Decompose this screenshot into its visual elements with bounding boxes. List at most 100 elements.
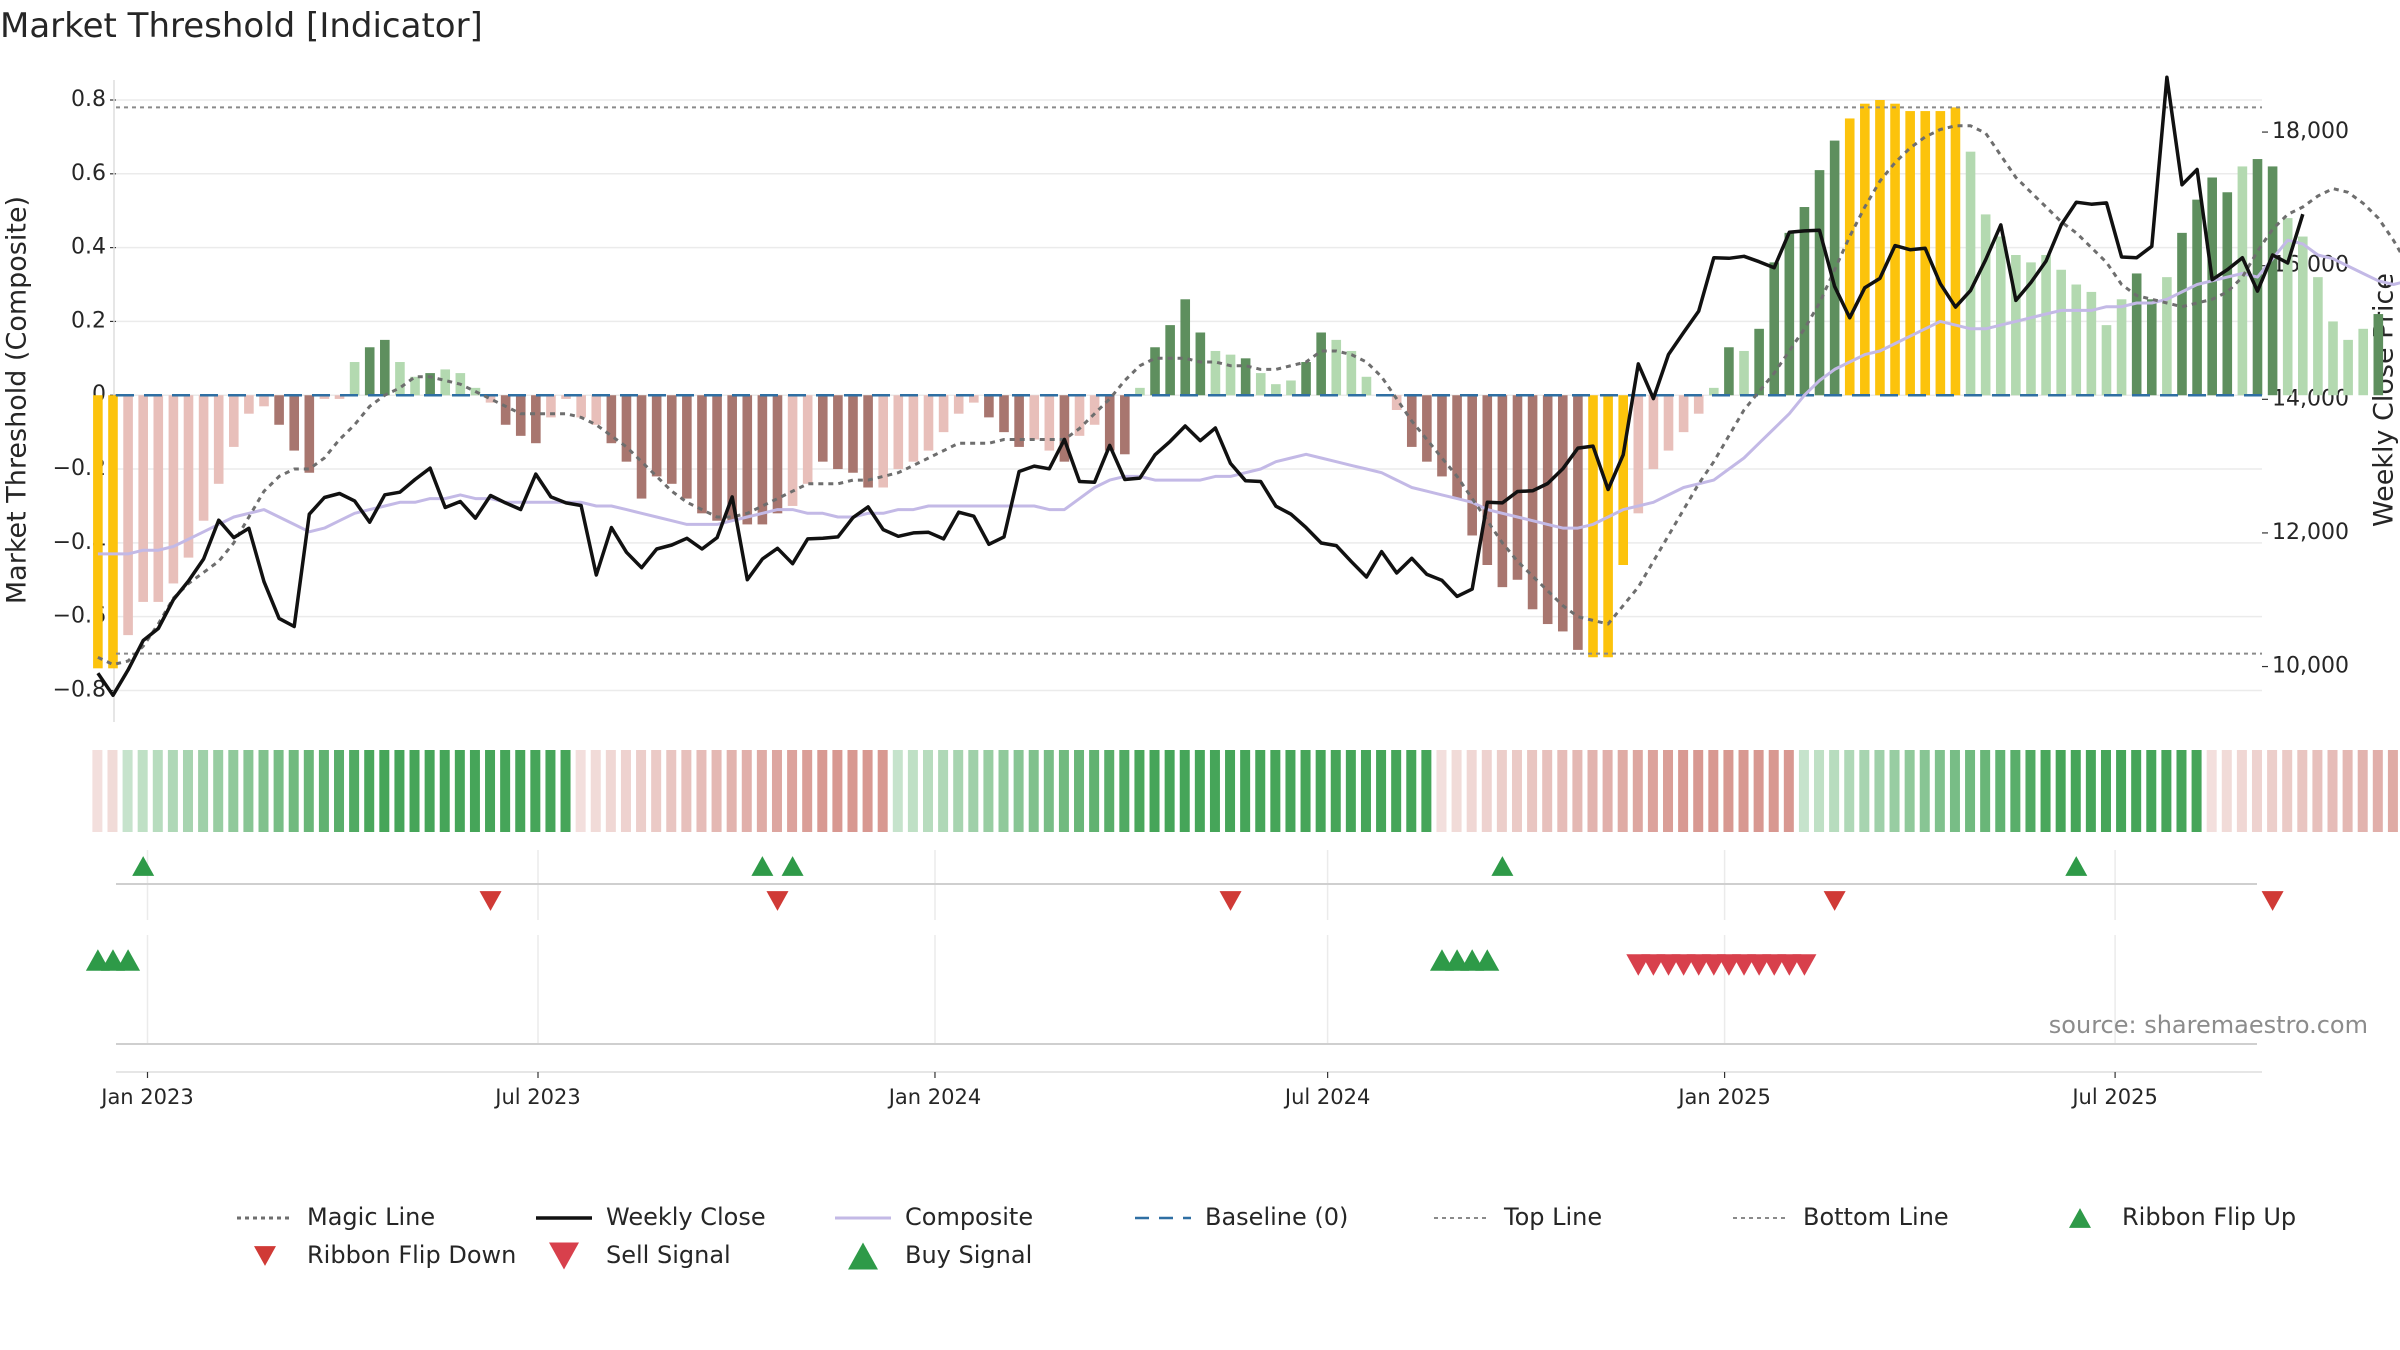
- chart-title: Market Threshold [Indicator]: [0, 6, 483, 46]
- threshold-bar: [848, 395, 858, 473]
- threshold-bar: [1980, 214, 1991, 396]
- ribbon-flip-down-marker: [766, 891, 789, 911]
- threshold-bar: [1165, 325, 1175, 396]
- threshold-bar: [1603, 395, 1613, 658]
- sell-signal-marker: [1792, 954, 1817, 976]
- sell-signal-marker: [1701, 954, 1726, 976]
- threshold-bar: [1588, 395, 1598, 658]
- ribbon-cell: [2040, 750, 2051, 832]
- threshold-bar: [863, 395, 873, 488]
- ribbon-cell: [500, 750, 511, 832]
- ribbon-cell: [1466, 750, 1477, 832]
- threshold-bar: [817, 395, 828, 462]
- buy-signal-marker: [85, 949, 110, 971]
- ribbon-cell: [1783, 750, 1794, 832]
- ribbon-cell: [1859, 750, 1870, 832]
- ribbon-cell: [892, 750, 903, 832]
- threshold-bar: [1180, 299, 1191, 396]
- source-note: source: sharemaestro.com: [2049, 1011, 2368, 1039]
- ribbon-cell: [983, 750, 994, 832]
- ribbon-cell: [817, 750, 828, 832]
- ribbon-cell: [92, 750, 103, 832]
- threshold-bar: [2358, 328, 2369, 396]
- weekly-close-line: [96, 75, 2305, 698]
- ribbon-cell: [1270, 750, 1281, 832]
- threshold-bar: [1120, 395, 1130, 455]
- ribbon-cell: [213, 750, 224, 832]
- threshold-bar: [2298, 236, 2308, 396]
- threshold-bar: [2131, 273, 2142, 396]
- ribbon-cell: [1391, 750, 1402, 832]
- threshold-bar: [636, 395, 647, 499]
- ribbon-cell: [1919, 750, 1930, 832]
- ribbon-cell: [228, 750, 239, 832]
- ribbon-flip-down-marker: [1219, 891, 1242, 911]
- ribbon-cell: [1723, 750, 1734, 832]
- threshold-bar: [1437, 395, 1447, 477]
- threshold-bar: [2222, 192, 2233, 396]
- ribbon-cell: [1300, 750, 1311, 832]
- threshold-bar: [727, 395, 737, 521]
- legend-swatch: [2069, 1208, 2091, 1228]
- ribbon-cell: [198, 750, 209, 832]
- ribbon-flip-down-marker: [1823, 891, 1846, 911]
- threshold-bar: [878, 395, 888, 488]
- ribbon-cell: [530, 750, 541, 832]
- ribbon-cell: [711, 750, 722, 832]
- ribbon-cell: [1255, 750, 1266, 832]
- ribbon-cell: [1980, 750, 1991, 832]
- threshold-bar: [2146, 299, 2157, 396]
- threshold-bar: [2237, 166, 2248, 396]
- ribbon-cell: [2161, 750, 2172, 832]
- ribbon-cell: [651, 750, 662, 832]
- threshold-bar: [1875, 100, 1885, 396]
- threshold-bar: [1784, 232, 1795, 396]
- legend-label: Buy Signal: [905, 1241, 1032, 1269]
- y2-tick-label: 12,000: [2272, 520, 2349, 545]
- ribbon-cell: [1330, 750, 1341, 832]
- ribbon-cell: [1496, 750, 1507, 832]
- ribbon-flip-up-marker: [751, 856, 774, 876]
- threshold-bar: [2177, 232, 2187, 396]
- ribbon-cell: [1587, 750, 1598, 832]
- ribbon-cell: [1814, 750, 1825, 832]
- threshold-bar: [1995, 236, 2006, 396]
- ribbon-cell: [696, 750, 707, 832]
- threshold-bar: [1104, 395, 1115, 451]
- ribbon-cell: [968, 750, 979, 832]
- threshold-bar: [621, 395, 632, 462]
- legend-label: Sell Signal: [606, 1241, 731, 1269]
- ribbon-cell: [923, 750, 933, 832]
- ribbon-cell: [122, 750, 133, 832]
- ribbon-cell: [288, 750, 299, 832]
- ribbon-cell: [2206, 750, 2217, 832]
- threshold-bar: [2313, 277, 2323, 396]
- ribbon-cell: [907, 750, 918, 832]
- threshold-bar: [93, 395, 103, 669]
- ribbon-cell: [2251, 750, 2262, 832]
- ribbon-cell: [469, 750, 480, 832]
- buy-signal-marker: [1445, 949, 1470, 971]
- ribbon-cell: [1134, 750, 1145, 832]
- ribbon-cell: [1829, 750, 1840, 832]
- ribbon-cell: [424, 750, 435, 832]
- threshold-bar: [123, 395, 133, 636]
- ribbon-flip-up-marker: [132, 856, 155, 876]
- ribbon-cell: [2055, 750, 2066, 832]
- threshold-bar: [1391, 395, 1402, 410]
- threshold-bar: [1769, 262, 1780, 396]
- threshold-bar: [1286, 380, 1296, 396]
- threshold-bar: [1950, 107, 1961, 396]
- threshold-bar: [334, 395, 345, 399]
- sell-signal-marker: [1656, 954, 1681, 976]
- ribbon-cell: [1647, 750, 1658, 832]
- ribbon-cell: [1013, 750, 1024, 832]
- ribbon-cell: [1632, 750, 1643, 832]
- x-tick-label: Jul 2024: [1283, 1085, 1370, 1109]
- threshold-bar: [2162, 277, 2172, 396]
- threshold-bar: [742, 395, 753, 525]
- threshold-bar: [1422, 395, 1432, 462]
- threshold-bar: [1135, 387, 1145, 396]
- threshold-bar: [833, 395, 843, 470]
